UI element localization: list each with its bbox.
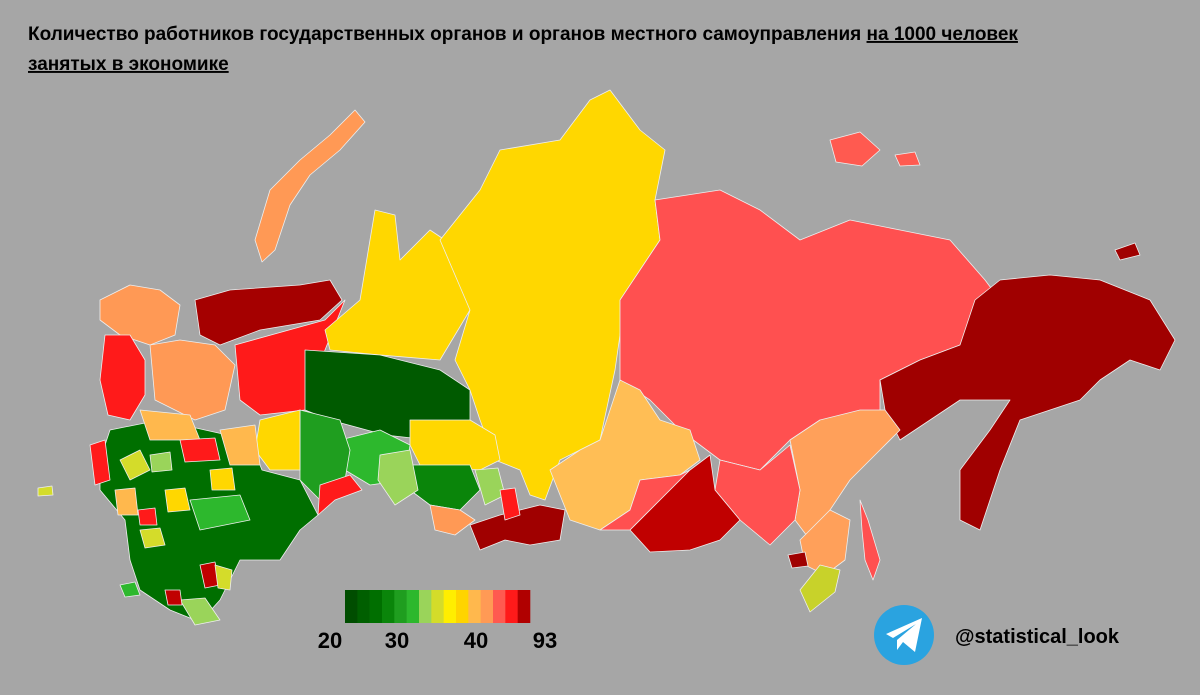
region: [119, 449, 151, 481]
region: [209, 467, 236, 491]
region: [409, 419, 501, 471]
legend-label: 20: [318, 628, 342, 653]
russia-map: [37, 89, 1176, 626]
title-line-1: Количество работников государственных ор…: [28, 24, 1018, 45]
region: [164, 487, 191, 513]
legend: 20 30 40 93: [318, 590, 557, 653]
region: [149, 339, 236, 421]
title-line-2: занятых в экономике: [28, 54, 229, 75]
legend-label: 30: [385, 628, 409, 653]
legend-swatch: [493, 590, 506, 623]
legend-swatch: [431, 590, 444, 623]
region: [799, 564, 841, 613]
legend-swatch: [382, 590, 395, 623]
region: [429, 504, 476, 536]
region: [194, 279, 343, 346]
legend-label: 40: [464, 628, 488, 653]
region: [629, 454, 741, 553]
region: [89, 439, 111, 486]
legend-swatch: [443, 590, 457, 623]
legend-swatch: [468, 590, 481, 623]
legend-swatch: [517, 590, 531, 623]
legend-swatch: [369, 590, 383, 623]
title-plain: Количество работников государственных ор…: [28, 24, 861, 45]
region: [499, 487, 521, 521]
region: [189, 494, 251, 531]
legend-swatch: [394, 590, 407, 623]
region: [179, 437, 221, 463]
legend-swatch: [456, 590, 469, 623]
region: [1114, 242, 1141, 261]
region: [99, 334, 146, 421]
legend-swatch: [419, 590, 432, 623]
legend-swatch: [406, 590, 420, 623]
region: [179, 597, 221, 626]
region: [119, 581, 141, 598]
region: [219, 424, 261, 466]
region: [114, 487, 139, 516]
region: [859, 499, 881, 581]
handle: @statistical_look: [955, 626, 1120, 648]
region: [164, 589, 183, 606]
telegram-badge: @statistical_look: [874, 605, 1120, 665]
region: [139, 527, 166, 549]
region: [254, 109, 366, 263]
region: [787, 551, 809, 569]
legend-swatch: [357, 590, 370, 623]
region: [149, 451, 173, 473]
region: [894, 151, 921, 167]
legend-swatch: [480, 590, 494, 623]
legend-swatch: [345, 590, 358, 623]
region: [214, 564, 233, 591]
legend-label: 93: [533, 628, 557, 653]
region: [99, 284, 181, 346]
region: [137, 507, 158, 526]
region: [377, 449, 419, 506]
region: [829, 131, 881, 167]
legend-swatch: [505, 590, 518, 623]
region: [37, 485, 54, 497]
region: [317, 474, 363, 516]
title-underlined: на 1000 человек: [867, 24, 1019, 45]
paper-plane: [886, 618, 922, 652]
